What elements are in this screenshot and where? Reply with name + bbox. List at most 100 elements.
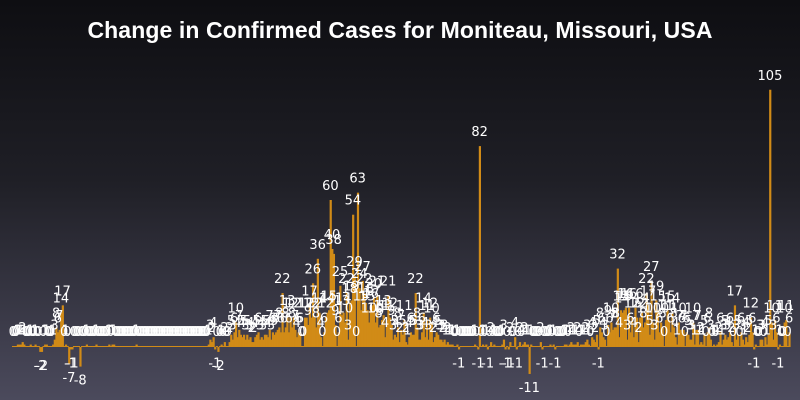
bar-value-label: 12 bbox=[422, 297, 439, 312]
bar bbox=[95, 344, 98, 347]
bar bbox=[234, 322, 238, 347]
bar-value-label: 2 bbox=[634, 321, 642, 336]
bar bbox=[324, 317, 327, 347]
bar bbox=[451, 344, 454, 347]
bar bbox=[490, 342, 493, 347]
bar bbox=[754, 344, 757, 347]
bar bbox=[737, 334, 740, 347]
bar-value-label: 3 bbox=[256, 319, 264, 334]
bar bbox=[611, 329, 615, 347]
bar bbox=[265, 334, 268, 347]
bar-value-label: 0 bbox=[70, 325, 78, 340]
bar-value-label: 0 bbox=[548, 325, 556, 340]
bar bbox=[563, 344, 567, 347]
bar bbox=[262, 339, 265, 347]
bar-value-label: 0 bbox=[556, 325, 564, 340]
bar-value-label: 6 bbox=[230, 311, 238, 326]
bar-value-label: 0 bbox=[759, 325, 767, 340]
bar-value-label: 2 bbox=[727, 321, 735, 336]
bar bbox=[441, 342, 445, 347]
bar bbox=[584, 342, 587, 347]
bar bbox=[97, 346, 100, 347]
bar bbox=[547, 346, 550, 347]
bar bbox=[698, 344, 701, 347]
bar bbox=[587, 344, 591, 347]
bar bbox=[148, 346, 151, 347]
bar-value-label: 10 bbox=[763, 302, 780, 317]
bar-value-label: 0 bbox=[456, 325, 464, 340]
bar bbox=[257, 332, 260, 347]
bar-value-label: 0 bbox=[528, 325, 536, 340]
bar bbox=[581, 344, 584, 347]
bar bbox=[294, 329, 297, 347]
bar bbox=[170, 346, 174, 347]
bar bbox=[111, 344, 114, 347]
bar-value-label: -2 bbox=[34, 359, 47, 374]
bar bbox=[515, 347, 518, 350]
bar bbox=[724, 334, 727, 347]
bar bbox=[655, 300, 658, 347]
bar bbox=[90, 346, 93, 347]
bar bbox=[334, 324, 337, 347]
bar-value-label: 0 bbox=[777, 325, 785, 340]
bar bbox=[636, 317, 639, 347]
bar-value-label: 6 bbox=[54, 311, 62, 326]
bar bbox=[464, 346, 467, 347]
bar-value-label: 14 bbox=[614, 292, 631, 307]
bar bbox=[178, 346, 182, 347]
bar bbox=[554, 347, 557, 350]
bar-value-label: 1 bbox=[41, 324, 49, 339]
bar-value-label: 1 bbox=[565, 324, 573, 339]
bar-value-label: 4 bbox=[629, 316, 637, 331]
bar bbox=[217, 347, 220, 352]
bar bbox=[13, 346, 16, 347]
bar bbox=[77, 346, 80, 347]
bar-value-label: 0 bbox=[89, 325, 97, 340]
bar bbox=[448, 344, 451, 347]
bar-value-label: 5 bbox=[261, 314, 269, 329]
bar-value-label: 0 bbox=[140, 325, 148, 340]
bar bbox=[445, 344, 448, 347]
bar bbox=[717, 342, 721, 347]
bar-value-label: 5 bbox=[721, 314, 729, 329]
bar bbox=[129, 346, 132, 347]
bar-value-label: 0 bbox=[169, 325, 177, 340]
bar bbox=[185, 346, 188, 347]
bar bbox=[733, 305, 737, 347]
bar bbox=[576, 342, 579, 347]
bar-value-label: -1 bbox=[536, 356, 549, 371]
bar-value-label: 0 bbox=[174, 325, 182, 340]
bar bbox=[15, 346, 18, 347]
bar bbox=[589, 346, 592, 347]
bar bbox=[85, 344, 88, 347]
bar-value-label: 10 bbox=[603, 302, 620, 317]
bar-value-label: 15 bbox=[649, 289, 666, 304]
bar-value-label: 16 bbox=[617, 287, 634, 302]
bar bbox=[202, 346, 206, 347]
bar-value-label: 7 bbox=[273, 309, 281, 324]
bar-value-label: 11 bbox=[373, 299, 390, 314]
bar-value-label: 8 bbox=[288, 306, 296, 321]
bar bbox=[501, 344, 504, 347]
bar bbox=[177, 346, 180, 347]
bar-value-label: 5 bbox=[410, 314, 418, 329]
bar bbox=[730, 342, 733, 347]
bar-value-label: 0 bbox=[179, 325, 187, 340]
bar bbox=[743, 344, 746, 347]
bar bbox=[236, 337, 239, 347]
bar-value-label: 0 bbox=[28, 325, 36, 340]
bar bbox=[549, 344, 552, 347]
bar-value-label: 0 bbox=[30, 325, 38, 340]
bar bbox=[679, 329, 682, 347]
bar bbox=[504, 347, 507, 350]
bar-value-label: 3 bbox=[722, 319, 730, 334]
bar-value-label: 0 bbox=[94, 325, 102, 340]
bar-value-label: 0 bbox=[86, 325, 94, 340]
bar-value-label: 0 bbox=[779, 325, 787, 340]
bar bbox=[757, 346, 761, 347]
bar bbox=[278, 327, 281, 347]
bar bbox=[247, 339, 251, 347]
bar bbox=[353, 275, 356, 347]
bar-value-label: 2 bbox=[591, 321, 599, 336]
bar-value-label: 21 bbox=[380, 275, 397, 290]
